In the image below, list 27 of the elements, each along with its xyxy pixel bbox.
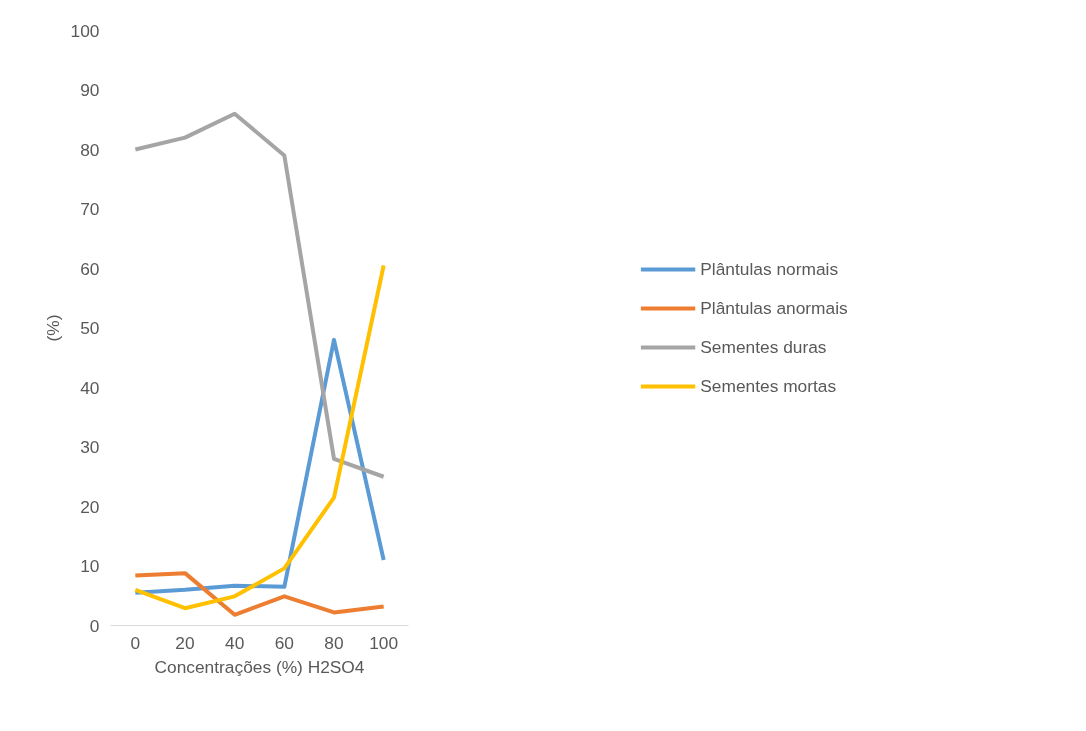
legend-label: Plântulas normais <box>700 258 839 280</box>
y-tick-label: 80 <box>80 139 100 160</box>
line-series <box>133 111 386 479</box>
y-tick-label: 60 <box>80 258 100 279</box>
legend-label: Sementes duras <box>700 336 827 358</box>
y-tick-label: 10 <box>80 556 100 576</box>
y-tick-label: 100 <box>70 20 100 41</box>
y-tick-label: 30 <box>80 437 100 457</box>
x-tick-label: 40 <box>225 632 245 653</box>
x-tick-label: 80 <box>324 632 344 653</box>
x-tick-label: 60 <box>274 632 294 653</box>
y-tick-label: 0 <box>89 615 100 636</box>
x-axis-title: Concentrações (%) H2SO4 <box>154 656 365 677</box>
y-tick-label: 50 <box>80 318 100 338</box>
y-tick-label: 90 <box>80 80 100 100</box>
legend-label: Plântulas anormais <box>700 297 848 319</box>
line-series <box>133 571 386 617</box>
y-axis-title: (%) <box>42 314 63 342</box>
y-tick-label: 70 <box>80 199 100 219</box>
y-tick-label: 20 <box>80 496 100 517</box>
y-tick-label: 40 <box>80 377 100 398</box>
x-tick-label: 0 <box>130 632 141 653</box>
line-series <box>133 263 386 611</box>
x-tick-label: 100 <box>369 632 399 653</box>
x-tick-label: 20 <box>175 632 195 653</box>
legend-label: Sementes mortas <box>700 375 837 397</box>
line-series <box>133 337 386 595</box>
